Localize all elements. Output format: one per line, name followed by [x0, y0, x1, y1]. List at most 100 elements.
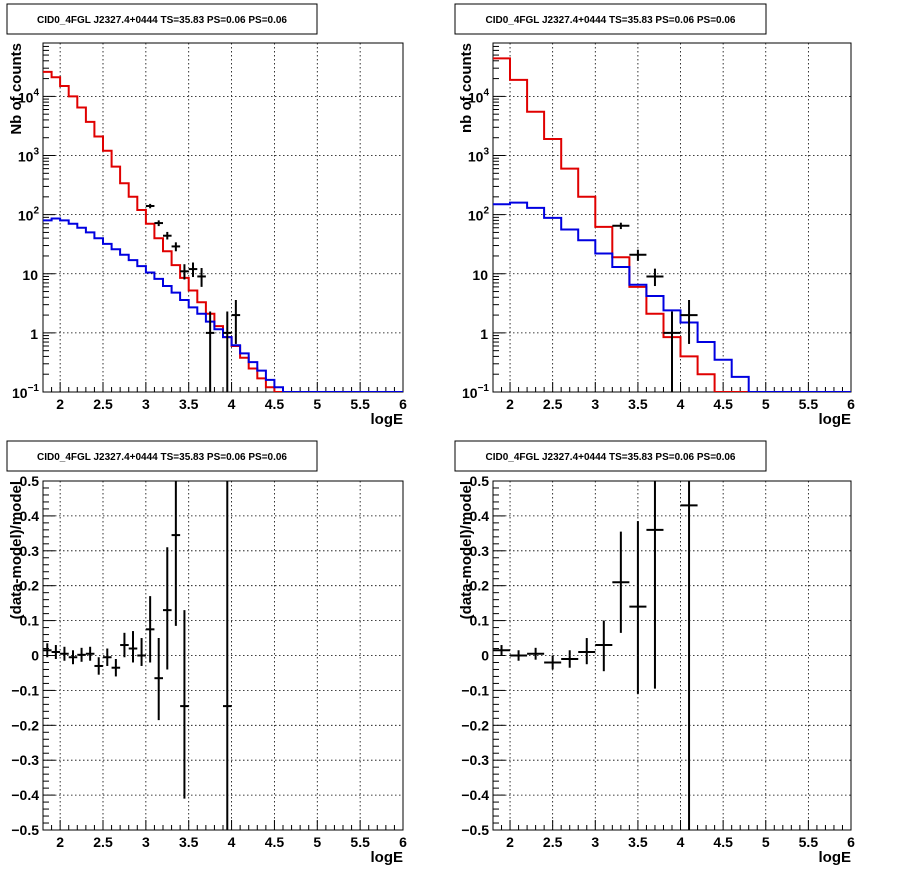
x-tick-label: 4 [228, 834, 236, 850]
y-tick-base: 10 [18, 149, 34, 165]
x-tick-label: 3.5 [179, 396, 199, 412]
y-tick-label: 0.2 [20, 578, 40, 594]
x-tick-label: 3.5 [628, 396, 648, 412]
chart-panel-1: CID0_4FGL J2327.4+0444 TS=35.83 PS=0.06 … [6, 3, 407, 428]
x-tick-label: 5.5 [799, 834, 819, 850]
y-tick-label: 102 [468, 206, 490, 224]
data-point [154, 220, 163, 227]
y-tick-label: 103 [468, 147, 490, 165]
y-tick-label: 0.5 [20, 473, 40, 489]
model-histogram-blue [43, 217, 403, 392]
data-point [595, 620, 613, 672]
model-histogram-blue [493, 201, 851, 392]
data-point [180, 264, 189, 280]
y-tick-exponent: −1 [478, 383, 490, 394]
data-point [612, 222, 630, 230]
data-point [612, 531, 630, 633]
data-point [493, 645, 511, 656]
data-point [197, 268, 206, 287]
y-tick-base: 10 [18, 89, 34, 105]
y-tick-label: −0.3 [11, 752, 39, 768]
data-point [94, 657, 103, 675]
y-tick-label: −0.1 [461, 682, 489, 698]
x-tick-label: 2.5 [93, 834, 113, 850]
y-tick-label: 104 [18, 87, 40, 105]
y-tick-exponent: −1 [28, 383, 40, 394]
x-axis-label: logE [371, 849, 404, 866]
x-tick-label: 4 [677, 834, 685, 850]
chart-title: CID0_4FGL J2327.4+0444 TS=35.83 PS=0.06 … [37, 15, 287, 26]
y-tick-label: −0.5 [461, 822, 489, 838]
y-axis-label: nb of counts [458, 43, 475, 133]
y-tick-label: 10 [22, 267, 38, 283]
data-point [68, 650, 78, 665]
chart-title: CID0_4FGL J2327.4+0444 TS=35.83 PS=0.06 … [37, 452, 287, 463]
x-tick-label: 3.5 [179, 834, 199, 850]
data-point [510, 650, 528, 661]
data-point [544, 655, 562, 670]
data-point [128, 631, 138, 663]
data-point [43, 643, 52, 658]
data-point [51, 645, 61, 659]
x-tick-label: 3 [591, 834, 599, 850]
data-point [171, 481, 181, 626]
data-point [154, 638, 163, 721]
grid-lines [493, 481, 852, 830]
y-tick-base: 10 [468, 208, 484, 224]
x-tick-label: 2 [506, 396, 514, 412]
data-point [561, 650, 579, 668]
y-tick-label: −0.2 [461, 717, 489, 733]
x-tick-label: 4.5 [713, 396, 733, 412]
data-point [527, 647, 545, 660]
x-tick-label: 3.5 [628, 834, 648, 850]
data-point [145, 596, 155, 663]
x-tick-label: 4 [228, 396, 236, 412]
data-point [663, 311, 681, 392]
x-tick-label: 2.5 [543, 834, 563, 850]
data-point [629, 249, 647, 261]
x-tick-label: 3 [591, 396, 599, 412]
x-tick-label: 6 [847, 834, 855, 850]
grid-lines [43, 481, 404, 830]
y-tick-exponent: 2 [483, 206, 489, 217]
x-tick-label: 5.5 [350, 834, 370, 850]
data-point [646, 268, 664, 287]
y-tick-label: 10−1 [462, 383, 489, 401]
y-tick-label: 0.3 [470, 543, 490, 559]
x-axis-label: logE [819, 849, 852, 866]
x-tick-label: 5.5 [799, 396, 819, 412]
y-tick-label: 104 [468, 87, 490, 105]
data-point [646, 481, 664, 689]
data-point [205, 311, 215, 392]
data-point [60, 646, 69, 661]
x-tick-label: 2 [506, 834, 514, 850]
chart-panel-4: CID0_4FGL J2327.4+0444 TS=35.83 PS=0.06 … [454, 440, 855, 866]
x-tick-label: 6 [399, 396, 407, 412]
chart-title-box [6, 3, 318, 35]
y-tick-label: 0.1 [20, 613, 40, 629]
x-axis-label: logE [819, 411, 852, 428]
x-tick-label: 2 [56, 834, 64, 850]
x-tick-label: 2.5 [543, 396, 563, 412]
y-axis-label: Nb of counts [8, 43, 25, 135]
y-tick-label: −0.2 [11, 717, 39, 733]
data-point [137, 638, 146, 666]
data-point [77, 647, 86, 662]
chart-title-box [6, 440, 318, 472]
y-tick-base: 10 [18, 208, 34, 224]
y-tick-label: 102 [18, 206, 40, 224]
x-tick-label: 5 [762, 834, 770, 850]
data-point [223, 311, 232, 392]
y-tick-label: −0.4 [11, 787, 39, 803]
x-tick-label: 3 [142, 834, 150, 850]
y-tick-label: −0.4 [461, 787, 489, 803]
x-tick-label: 4.5 [265, 834, 285, 850]
y-tick-label: −0.5 [11, 822, 39, 838]
data-point [680, 299, 698, 344]
x-tick-label: 2.5 [93, 396, 113, 412]
y-tick-base: 10 [468, 149, 484, 165]
y-tick-label: 0 [31, 648, 39, 664]
data-point [629, 521, 647, 694]
y-tick-label: 0.2 [470, 578, 490, 594]
